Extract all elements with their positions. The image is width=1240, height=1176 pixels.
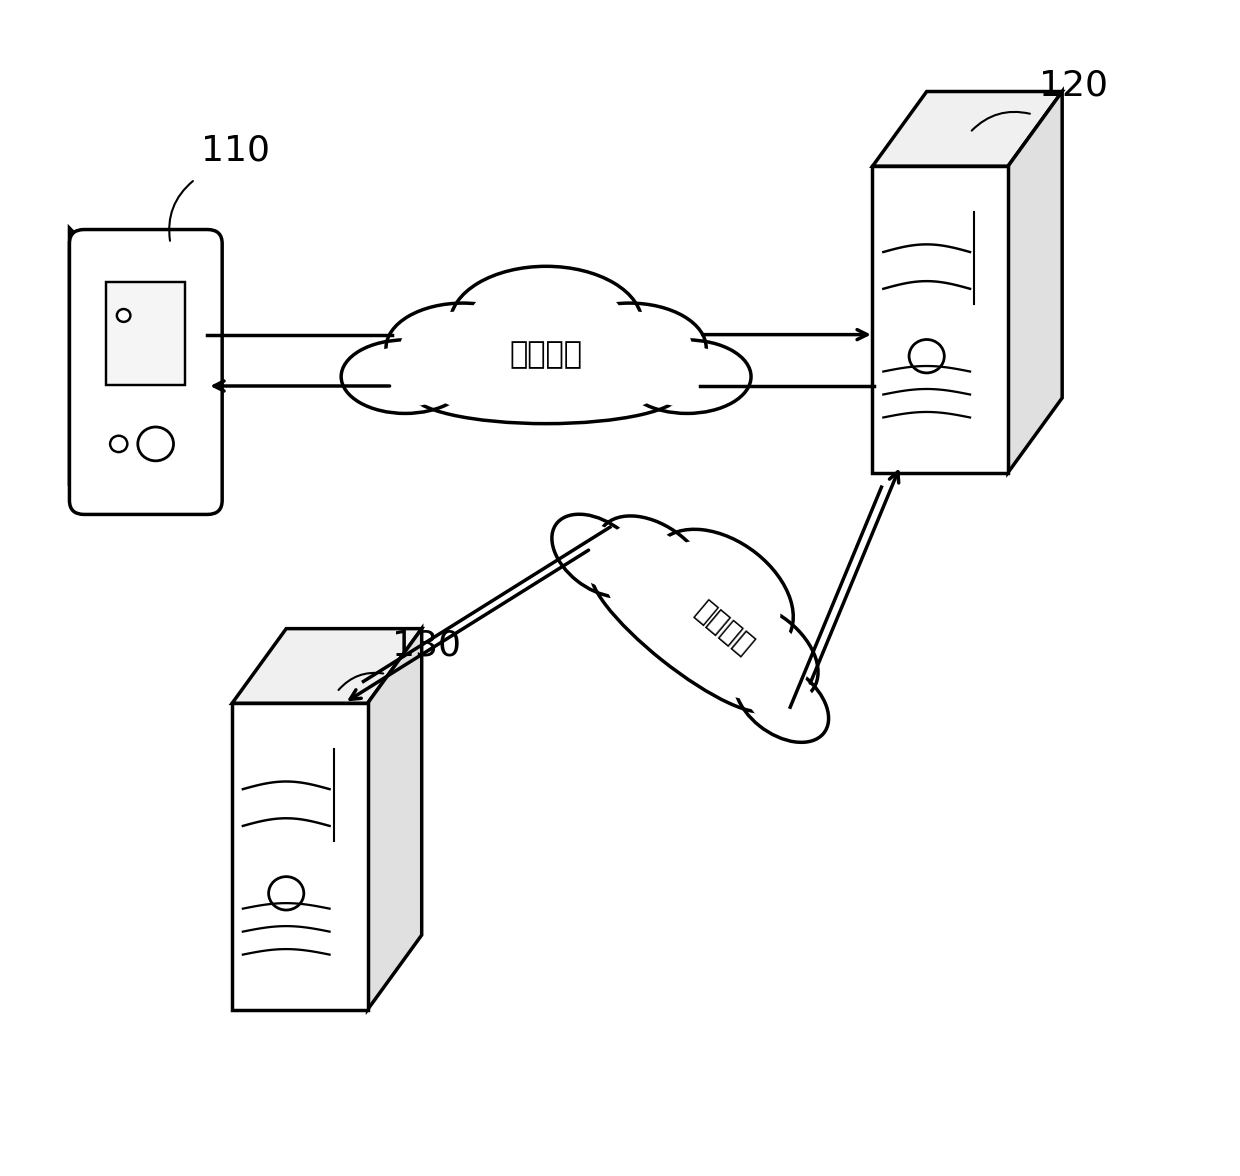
Ellipse shape bbox=[608, 524, 699, 607]
Ellipse shape bbox=[539, 327, 655, 394]
Ellipse shape bbox=[567, 312, 692, 385]
FancyBboxPatch shape bbox=[69, 229, 222, 514]
Ellipse shape bbox=[450, 266, 642, 381]
Text: 120: 120 bbox=[1039, 68, 1107, 102]
Circle shape bbox=[138, 427, 174, 461]
Circle shape bbox=[909, 340, 945, 373]
Polygon shape bbox=[1008, 92, 1063, 473]
Text: 网络连接: 网络连接 bbox=[691, 596, 759, 661]
FancyArrowPatch shape bbox=[972, 112, 1030, 131]
Text: 网络连接: 网络连接 bbox=[510, 340, 583, 369]
Ellipse shape bbox=[591, 567, 770, 711]
Ellipse shape bbox=[691, 606, 776, 681]
Polygon shape bbox=[232, 703, 367, 1010]
Ellipse shape bbox=[715, 610, 807, 693]
Ellipse shape bbox=[704, 602, 818, 702]
Ellipse shape bbox=[743, 667, 820, 735]
Ellipse shape bbox=[622, 340, 751, 414]
Ellipse shape bbox=[615, 544, 719, 636]
Circle shape bbox=[117, 309, 130, 322]
Polygon shape bbox=[367, 629, 422, 1010]
Polygon shape bbox=[232, 629, 422, 703]
Ellipse shape bbox=[560, 522, 637, 589]
Ellipse shape bbox=[399, 312, 526, 385]
Text: 110: 110 bbox=[201, 134, 270, 168]
Text: 130: 130 bbox=[392, 628, 461, 662]
Circle shape bbox=[110, 436, 128, 452]
Polygon shape bbox=[873, 92, 1063, 166]
Ellipse shape bbox=[608, 580, 754, 699]
Ellipse shape bbox=[651, 529, 794, 655]
Ellipse shape bbox=[435, 368, 656, 419]
Ellipse shape bbox=[663, 541, 780, 643]
Ellipse shape bbox=[553, 303, 707, 393]
Polygon shape bbox=[69, 228, 84, 501]
Ellipse shape bbox=[352, 347, 458, 407]
Ellipse shape bbox=[527, 320, 668, 401]
FancyArrowPatch shape bbox=[339, 673, 383, 690]
Ellipse shape bbox=[467, 276, 625, 370]
FancyArrowPatch shape bbox=[169, 181, 193, 241]
Circle shape bbox=[269, 876, 304, 910]
Ellipse shape bbox=[424, 320, 565, 401]
Ellipse shape bbox=[635, 347, 739, 407]
Ellipse shape bbox=[596, 516, 711, 616]
Ellipse shape bbox=[386, 303, 539, 393]
Ellipse shape bbox=[734, 660, 828, 742]
Ellipse shape bbox=[682, 597, 785, 689]
Polygon shape bbox=[873, 166, 1008, 473]
Ellipse shape bbox=[436, 327, 553, 394]
Ellipse shape bbox=[552, 514, 646, 597]
Polygon shape bbox=[107, 282, 185, 385]
Ellipse shape bbox=[624, 553, 709, 628]
Ellipse shape bbox=[341, 340, 469, 414]
Ellipse shape bbox=[412, 362, 681, 423]
